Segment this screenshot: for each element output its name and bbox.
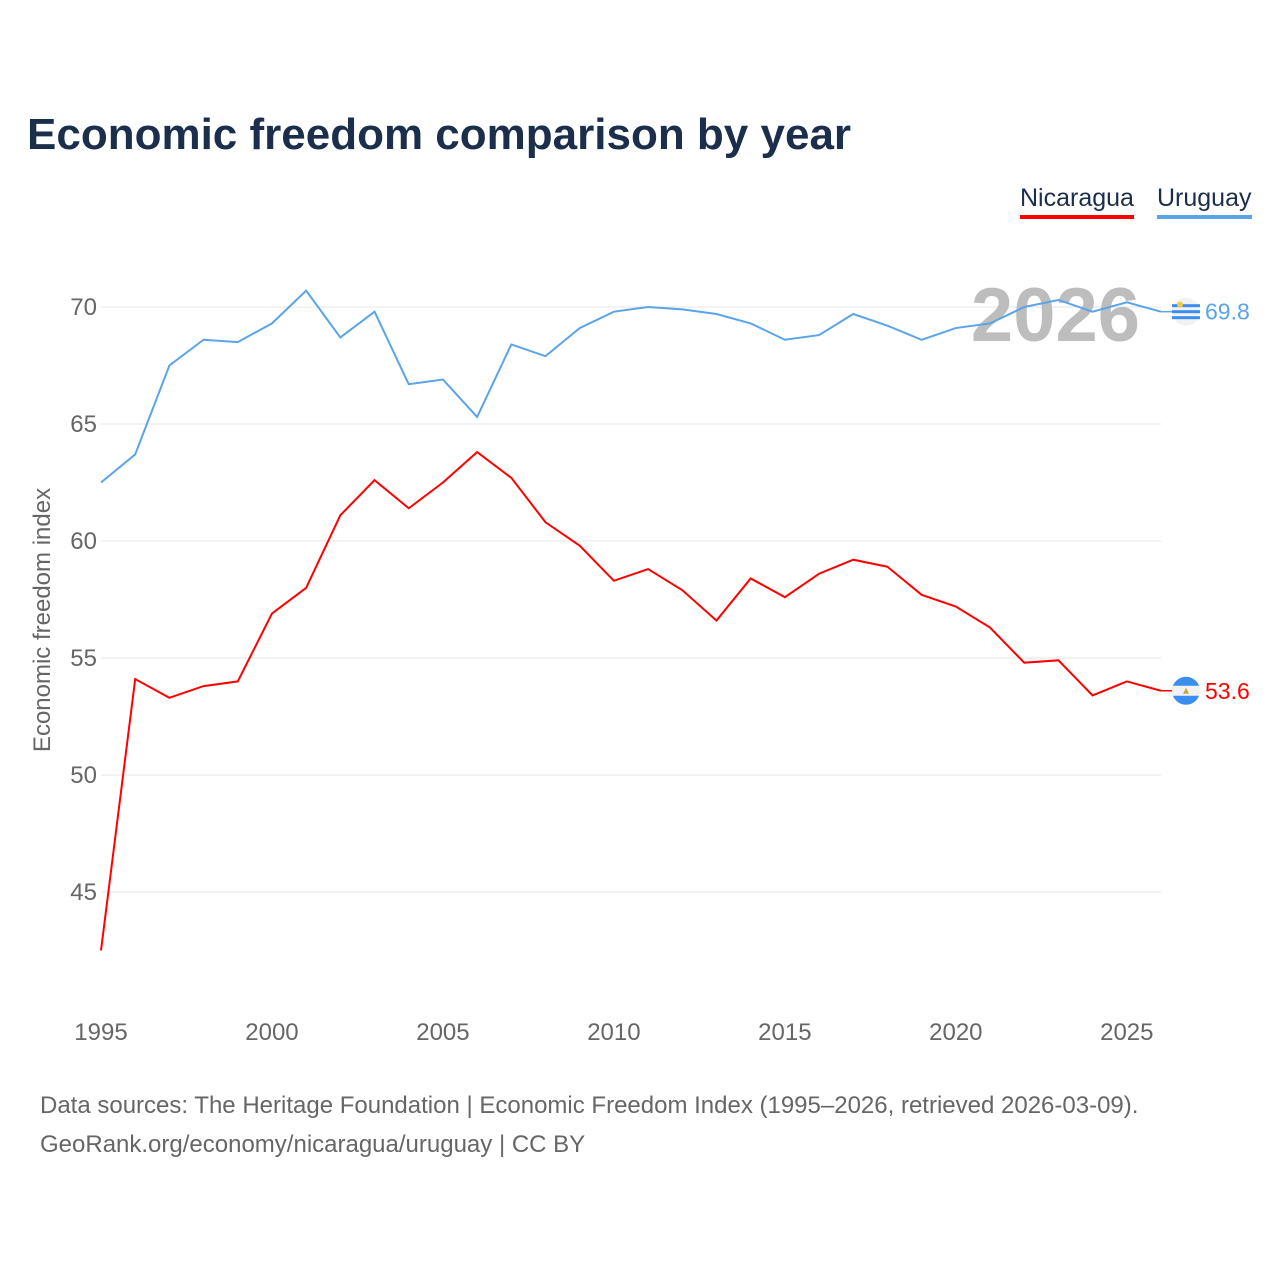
x-tick-label: 2015 (758, 1019, 811, 1046)
series-line-uruguay (100, 289, 1162, 484)
flag-uruguay-icon (1172, 297, 1200, 326)
x-tick-label: 2000 (245, 1019, 298, 1046)
flag-nicaragua-icon (1172, 676, 1200, 705)
footer-link[interactable]: GeoRank.org/economy/nicaragua/uruguay | … (40, 1131, 586, 1158)
series-line-nicaragua (100, 450, 1162, 951)
y-axis-label: Economic freedom index (29, 488, 56, 752)
legend-nicaragua[interactable]: Nicaragua (1020, 184, 1134, 219)
y-tick-label: 65 (70, 411, 97, 438)
x-tick-label: 2005 (416, 1019, 469, 1046)
chart-title: Economic freedom comparison by year (27, 110, 852, 159)
end-value-label: 53.6 (1205, 678, 1250, 704)
y-tick-label: 55 (70, 645, 97, 672)
y-tick-label: 70 (70, 294, 97, 321)
x-tick-label: 2025 (1100, 1019, 1153, 1046)
year-watermark: 2026 (971, 273, 1140, 358)
legend-uruguay[interactable]: Uruguay (1157, 184, 1252, 219)
x-tick-label: 2020 (929, 1019, 982, 1046)
end-value-label: 69.8 (1205, 299, 1250, 325)
footer: Data sources: The Heritage Foundation | … (40, 1086, 1138, 1164)
y-tick-label: 45 (70, 879, 97, 906)
x-tick-label: 2010 (587, 1019, 640, 1046)
y-tick-label: 60 (70, 528, 97, 555)
footer-sources: Data sources: The Heritage Foundation | … (40, 1092, 1139, 1119)
y-tick-label: 50 (70, 762, 97, 789)
x-tick-label: 1995 (74, 1019, 127, 1046)
